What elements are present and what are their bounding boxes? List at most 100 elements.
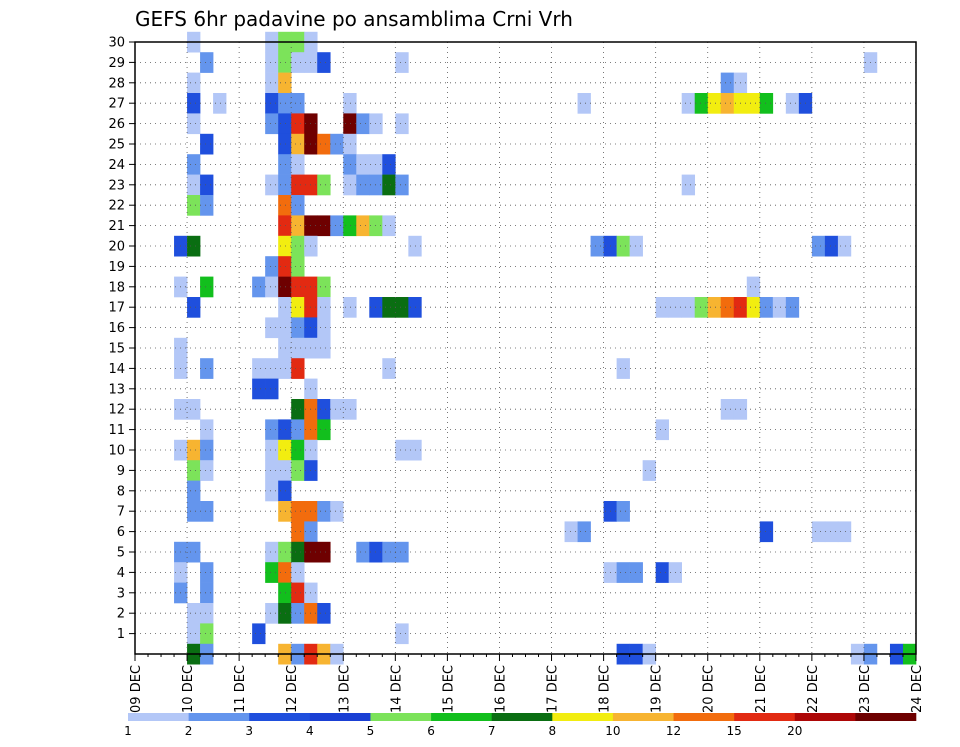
heatmap-cell bbox=[200, 562, 214, 583]
heatmap-cell bbox=[746, 297, 761, 318]
heatmap-cell bbox=[278, 235, 292, 257]
chart-title: GEFS 6hr padavine po ansamblima Crni Vrh bbox=[135, 7, 573, 31]
y-tick-label: 10 bbox=[108, 444, 125, 459]
heatmap-cell bbox=[291, 195, 305, 216]
heatmap-cell bbox=[720, 297, 735, 318]
heatmap-cell bbox=[278, 337, 292, 359]
heatmap-cell bbox=[317, 399, 331, 420]
heatmap-cell bbox=[187, 501, 201, 522]
heatmap-cell bbox=[278, 52, 292, 73]
heatmap-cell bbox=[824, 521, 839, 543]
y-tick-label: 9 bbox=[117, 464, 125, 479]
heatmap-cell bbox=[343, 174, 357, 196]
x-tick-label: 09 DEC bbox=[129, 665, 144, 713]
heatmap-cell bbox=[200, 501, 214, 522]
heatmap-cell bbox=[291, 276, 305, 298]
heatmap-cell bbox=[278, 93, 292, 114]
heatmap-cell bbox=[811, 235, 826, 257]
x-tick-label: 24 DEC bbox=[910, 665, 925, 713]
colorbar-segment bbox=[612, 713, 674, 721]
heatmap-cell bbox=[616, 501, 630, 522]
colorbar-segment bbox=[370, 713, 432, 721]
heatmap-cell bbox=[187, 399, 201, 420]
heatmap-cell bbox=[343, 297, 357, 318]
heatmap-cell bbox=[382, 174, 396, 196]
heatmap-cell bbox=[278, 195, 292, 216]
heatmap-cell bbox=[278, 276, 292, 298]
x-axis: 09 DEC 10 DEC 11 DEC 12 DEC 13 DEC 14 DEC 15 D… bbox=[129, 654, 925, 713]
heatmap-cell bbox=[291, 419, 305, 441]
y-tick-label: 20 bbox=[108, 240, 125, 255]
heatmap-cell bbox=[343, 93, 357, 114]
heatmap-cell bbox=[317, 276, 331, 298]
y-tick-label: 23 bbox=[108, 178, 125, 193]
heatmap-cell bbox=[564, 521, 578, 543]
colorbar-segment bbox=[431, 713, 492, 721]
heatmap-cell bbox=[187, 113, 201, 135]
heatmap-cell bbox=[200, 174, 214, 196]
colorbar-segment bbox=[673, 713, 735, 721]
heatmap-cell bbox=[343, 215, 357, 237]
heatmap-cell bbox=[343, 154, 357, 175]
heatmap-cell bbox=[577, 521, 591, 543]
heatmap-cell bbox=[317, 297, 331, 318]
heatmap-cell bbox=[278, 358, 292, 379]
heatmap-cell bbox=[187, 195, 201, 216]
heatmap-cell bbox=[382, 215, 396, 237]
heatmap-cell bbox=[343, 399, 357, 420]
heatmap-cell bbox=[278, 541, 292, 563]
heatmap-cell bbox=[278, 480, 292, 502]
y-tick-label: 6 bbox=[117, 525, 125, 540]
heatmap-cell bbox=[278, 562, 292, 583]
heatmap-cell bbox=[187, 154, 201, 175]
heatmap-cell bbox=[655, 562, 669, 583]
heatmap-cell bbox=[252, 276, 266, 298]
heatmap-cell bbox=[200, 419, 214, 441]
heatmap-cell bbox=[187, 235, 201, 257]
heatmap-cell bbox=[187, 439, 201, 461]
heatmap-cell bbox=[291, 521, 305, 543]
colorbar-segment bbox=[309, 713, 371, 721]
y-tick-label: 21 bbox=[108, 219, 125, 234]
heatmap-cell bbox=[187, 480, 201, 502]
heatmap-cell bbox=[590, 235, 604, 257]
heatmap-cell bbox=[187, 541, 201, 563]
x-tick-label: 16 DEC bbox=[493, 665, 508, 713]
heatmap-cell bbox=[759, 93, 774, 114]
heatmap-cell bbox=[265, 276, 279, 298]
heatmap-cell bbox=[707, 93, 722, 114]
heatmap-cell bbox=[278, 215, 292, 237]
heatmap-cell bbox=[317, 419, 331, 441]
heatmap-cell bbox=[395, 623, 409, 645]
heatmap-cell bbox=[278, 133, 292, 155]
heatmap-cell bbox=[291, 541, 305, 563]
heatmap-cell bbox=[291, 235, 305, 257]
y-tick-label: 15 bbox=[108, 342, 125, 357]
heatmap-cell bbox=[395, 174, 409, 196]
x-tick-label: 21 DEC bbox=[754, 665, 769, 713]
heatmap-cell bbox=[200, 195, 214, 216]
colorbar-label: 4 bbox=[306, 724, 314, 738]
heatmap-cell bbox=[317, 174, 331, 196]
colorbar-segment bbox=[128, 713, 189, 721]
heatmap-cell bbox=[252, 378, 266, 400]
heatmap-cell bbox=[317, 52, 331, 73]
colorbar-segment bbox=[188, 713, 250, 721]
y-tick-label: 11 bbox=[108, 423, 125, 438]
heatmap-cell bbox=[187, 72, 201, 94]
heatmap-cell bbox=[187, 623, 201, 645]
heatmap-cell bbox=[395, 297, 409, 318]
heatmap-cell bbox=[356, 541, 370, 563]
heatmap-cell bbox=[265, 317, 279, 339]
heatmap-cell bbox=[278, 113, 292, 135]
heatmap-cell bbox=[720, 72, 735, 94]
heatmap-cell bbox=[356, 174, 370, 196]
heatmap-cell bbox=[291, 133, 305, 155]
heatmap-cell bbox=[278, 72, 292, 94]
heatmap-cell bbox=[616, 235, 630, 257]
heatmap-cell bbox=[343, 113, 357, 135]
heatmap-cell bbox=[291, 501, 305, 522]
heatmap-cell bbox=[694, 297, 709, 318]
heatmap-cell bbox=[291, 154, 305, 175]
y-tick-label: 13 bbox=[108, 382, 125, 397]
